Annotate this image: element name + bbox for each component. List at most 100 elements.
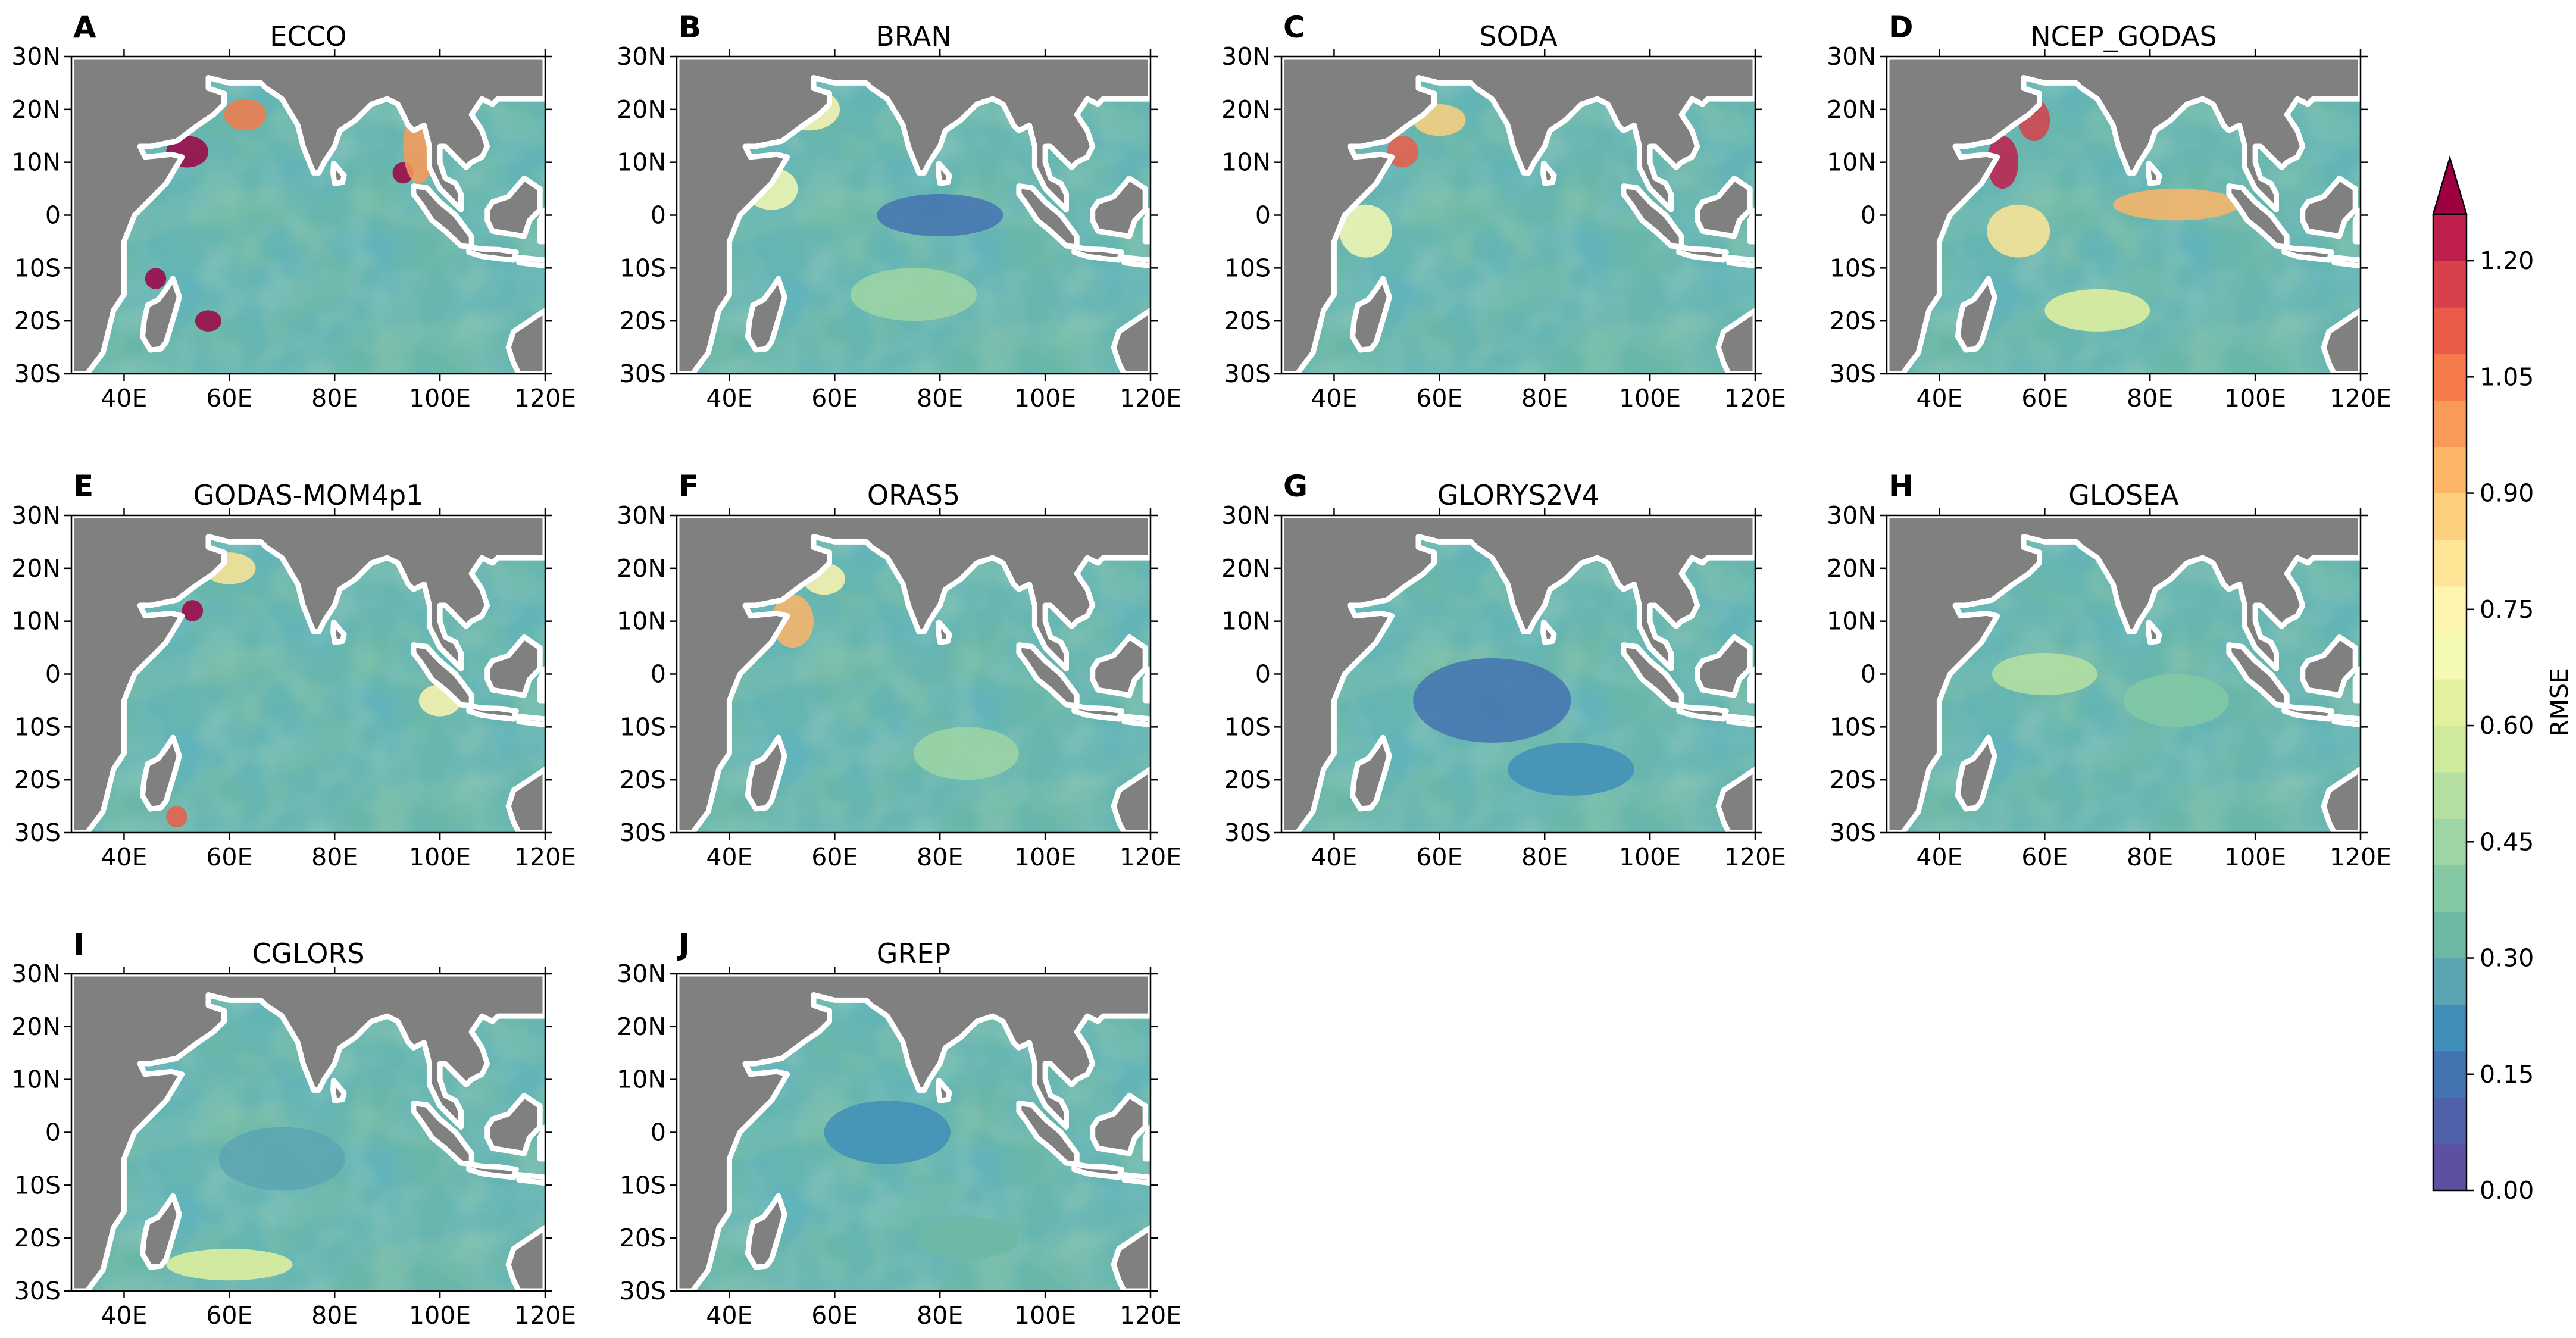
land-mass bbox=[466, 1161, 519, 1180]
rmse-patch bbox=[1413, 658, 1571, 743]
lat-tick-label: 20S bbox=[14, 1224, 61, 1252]
map-panel-f: 40E 60E 80E 100E 120E 30N 20N 10N 0 10S 20S 30S ORAS… bbox=[617, 469, 1181, 871]
lat-tick-label: 20S bbox=[620, 765, 666, 794]
lon-tick-label: 80E bbox=[311, 384, 358, 412]
lon-tick-label: 80E bbox=[917, 1301, 963, 1330]
rmse-patch bbox=[850, 268, 977, 321]
lat-tick-label: 10S bbox=[620, 1171, 666, 1199]
rmse-patch bbox=[218, 1127, 345, 1191]
lat-tick-label: 20N bbox=[1827, 95, 1876, 124]
land-mass bbox=[537, 666, 545, 704]
colorbar-level bbox=[2433, 307, 2466, 354]
land-mass bbox=[537, 207, 545, 245]
colorbar-level bbox=[2433, 818, 2466, 865]
land-mass bbox=[1676, 244, 1729, 263]
lat-tick-label: 30S bbox=[1224, 359, 1271, 388]
land-mass bbox=[466, 244, 519, 263]
lat-tick-label: 20S bbox=[620, 307, 666, 335]
land-mass bbox=[2331, 714, 2361, 728]
lat-tick-label: 10S bbox=[1830, 254, 1876, 282]
land-mass bbox=[71, 515, 545, 833]
lat-tick-label: 30S bbox=[14, 1277, 61, 1305]
rmse-patch bbox=[824, 1101, 951, 1164]
lat-tick-label: 30N bbox=[11, 42, 61, 71]
colorbar-level bbox=[2433, 446, 2466, 494]
land-mass bbox=[139, 1193, 182, 1270]
colorbar-level bbox=[2433, 493, 2466, 540]
lat-tick-label: 0 bbox=[45, 660, 61, 689]
lat-tick-label: 0 bbox=[45, 201, 61, 230]
lat-tick-label: 20N bbox=[1221, 554, 1271, 583]
panel-letter: D bbox=[1889, 10, 1914, 45]
land-mass bbox=[745, 734, 787, 812]
map-panel-c: 40E 60E 80E 100E 120E 30N 20N 10N 0 10S 20S 30S SODA… bbox=[1221, 10, 1786, 412]
rmse-patch bbox=[145, 268, 167, 289]
land-mass bbox=[2321, 307, 2361, 374]
lat-tick-label: 10S bbox=[620, 712, 666, 741]
rmse-patch bbox=[1992, 652, 2097, 696]
land-mass bbox=[1747, 666, 1755, 704]
colorbar-level bbox=[2433, 586, 2466, 633]
land-mass bbox=[1726, 255, 1755, 269]
colorbar-level bbox=[2433, 354, 2466, 401]
colorbar-level bbox=[2433, 214, 2466, 261]
panel-letter: C bbox=[1283, 10, 1305, 45]
panel-letter: B bbox=[679, 10, 701, 45]
land-mass bbox=[1955, 734, 1997, 812]
lat-tick-label: 30S bbox=[620, 818, 666, 847]
colorbar-level bbox=[2433, 400, 2466, 447]
map-panel-j: 40E 60E 80E 100E 120E 30N 20N 10N 0 10S 20S 30S GREP… bbox=[617, 927, 1181, 1330]
rmse-patch bbox=[771, 595, 814, 648]
land-mass bbox=[466, 703, 519, 722]
lon-tick-label: 80E bbox=[2127, 843, 2173, 871]
land-mass bbox=[2146, 160, 2162, 186]
lon-tick-label: 120E bbox=[1724, 384, 1786, 412]
panel-letter: I bbox=[73, 927, 85, 962]
lon-tick-label: 40E bbox=[706, 1301, 752, 1330]
lat-tick-label: 20N bbox=[1221, 95, 1271, 124]
lon-tick-label: 80E bbox=[311, 843, 358, 871]
land-mass bbox=[505, 307, 545, 374]
colorbar-level bbox=[2433, 632, 2466, 680]
lat-tick-label: 30S bbox=[1830, 359, 1876, 388]
lat-tick-label: 20S bbox=[1830, 765, 1876, 794]
lat-tick-label: 30N bbox=[617, 501, 666, 530]
lon-tick-label: 80E bbox=[2127, 384, 2173, 412]
panel-grid: 40E 60E 80E 100E 120E 30N 20N 10N 0 10S 20S 30S ECCO… bbox=[11, 10, 2391, 1330]
land-mass bbox=[1121, 714, 1151, 728]
lon-tick-label: 60E bbox=[1416, 384, 1462, 412]
land-mass bbox=[1121, 1172, 1151, 1186]
lat-tick-label: 0 bbox=[651, 1118, 666, 1147]
land-mass bbox=[936, 619, 952, 645]
land-mass bbox=[2281, 703, 2334, 722]
colorbar-tick-label: 1.05 bbox=[2480, 362, 2534, 391]
land-mass bbox=[677, 57, 1151, 374]
lon-tick-label: 40E bbox=[101, 843, 147, 871]
rmse-patch bbox=[914, 1217, 1019, 1259]
colorbar-level bbox=[2433, 1051, 2466, 1098]
colorbar-level bbox=[2433, 911, 2466, 959]
lon-tick-label: 100E bbox=[1014, 843, 1076, 871]
lat-tick-label: 30N bbox=[11, 501, 61, 530]
colorbar-frame bbox=[2432, 213, 2468, 1192]
lon-tick-label: 40E bbox=[706, 843, 752, 871]
colorbar-tick-label: 0.45 bbox=[2480, 827, 2534, 856]
panel-title: ECCO bbox=[270, 20, 347, 52]
lon-tick-label: 40E bbox=[101, 1301, 147, 1330]
map-panel-i: 40E 60E 80E 100E 120E 30N 20N 10N 0 10S 20S 30S CGLO… bbox=[11, 927, 576, 1330]
rmse-patch bbox=[1987, 136, 2019, 189]
colorbar-tick-label: 0.75 bbox=[2480, 595, 2534, 624]
lat-tick-label: 0 bbox=[1255, 201, 1271, 230]
lon-tick-label: 100E bbox=[2224, 384, 2286, 412]
lat-tick-label: 30N bbox=[617, 42, 666, 71]
lat-tick-label: 30N bbox=[1221, 42, 1271, 71]
lon-tick-label: 100E bbox=[1014, 1301, 1076, 1330]
land-mass bbox=[936, 1077, 952, 1103]
lon-tick-label: 120E bbox=[514, 843, 576, 871]
lon-tick-label: 40E bbox=[1311, 843, 1357, 871]
land-mass bbox=[2331, 255, 2361, 269]
land-mass bbox=[745, 276, 787, 353]
land-mass bbox=[1071, 703, 1124, 722]
lon-tick-label: 100E bbox=[2224, 843, 2286, 871]
land-mass bbox=[677, 515, 1151, 833]
